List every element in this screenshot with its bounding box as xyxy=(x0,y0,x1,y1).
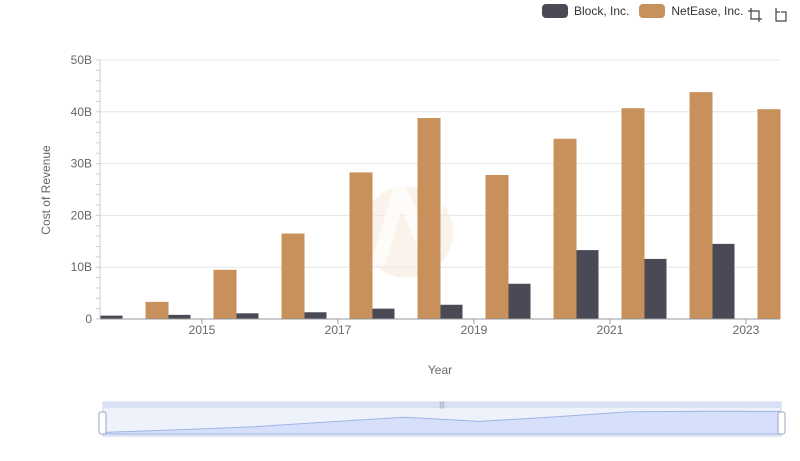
zoom-select-icon[interactable] xyxy=(747,7,763,23)
navigator-right-handle[interactable] xyxy=(777,411,786,435)
x-tick-label: 2017 xyxy=(325,323,352,337)
bar-netease-2018[interactable] xyxy=(417,118,441,320)
navigator-grip-icon[interactable]: ||| xyxy=(439,402,445,409)
chart-tools xyxy=(747,7,789,23)
navigator-scrollbar[interactable] xyxy=(103,402,781,408)
reset-zoom-icon[interactable] xyxy=(773,7,789,23)
bar-netease-2014[interactable] xyxy=(145,301,169,319)
x-tick-label: 2021 xyxy=(597,323,624,337)
y-axis-title: Cost of Revenue xyxy=(39,145,53,235)
legend-item-netease[interactable]: NetEase, Inc. xyxy=(639,4,743,18)
bar-block-2016[interactable] xyxy=(235,313,259,319)
bar-block-2015[interactable] xyxy=(167,314,191,319)
bar-netease-2016[interactable] xyxy=(281,233,305,319)
bar-block-2018[interactable] xyxy=(371,308,395,319)
y-tick-label: 10B xyxy=(71,260,92,274)
legend-swatch-block xyxy=(542,4,568,18)
bar-block-2023[interactable] xyxy=(711,243,735,319)
legend-swatch-netease xyxy=(639,4,666,18)
y-tick-label: 30B xyxy=(71,157,92,171)
bar-netease-2017[interactable] xyxy=(349,172,373,319)
bar-block-2017[interactable] xyxy=(303,312,327,319)
navigator-left-handle[interactable] xyxy=(98,411,107,435)
bar-block-2020[interactable] xyxy=(507,283,531,319)
bar-netease-2023[interactable] xyxy=(757,109,781,320)
x-tick-label: 2019 xyxy=(461,323,488,337)
bar-netease-2019[interactable] xyxy=(485,174,509,319)
x-tick-label: 2015 xyxy=(189,323,216,337)
bar-block-2014[interactable] xyxy=(99,315,123,319)
bars xyxy=(99,92,781,320)
y-tick-label: 50B xyxy=(71,53,92,67)
legend-label-block: Block, Inc. xyxy=(574,4,630,18)
legend-item-block[interactable]: Block, Inc. xyxy=(542,4,629,18)
legend: Block, Inc. NetEase, Inc. xyxy=(542,4,743,18)
y-axis: 0 10B 20B 30B 40B 50B xyxy=(71,53,101,326)
y-tick-label: 0 xyxy=(85,312,92,326)
bar-netease-2021[interactable] xyxy=(621,108,645,319)
x-axis: 2015 2017 2019 2021 2023 xyxy=(100,318,780,337)
bar-block-2022[interactable] xyxy=(643,258,667,319)
y-tick-label: 20B xyxy=(71,208,92,222)
legend-label-netease: NetEase, Inc. xyxy=(671,4,744,18)
y-tick-label: 40B xyxy=(71,105,92,119)
bar-netease-2015[interactable] xyxy=(213,269,237,319)
navigator[interactable]: ||| xyxy=(98,401,786,437)
x-axis-title: Year xyxy=(427,363,453,377)
bar-block-2019[interactable] xyxy=(439,304,463,319)
x-tick-label: 2023 xyxy=(733,323,760,337)
bar-netease-2022[interactable] xyxy=(689,92,713,319)
bar-block-2021[interactable] xyxy=(575,250,599,319)
bar-netease-2020[interactable] xyxy=(553,138,577,319)
